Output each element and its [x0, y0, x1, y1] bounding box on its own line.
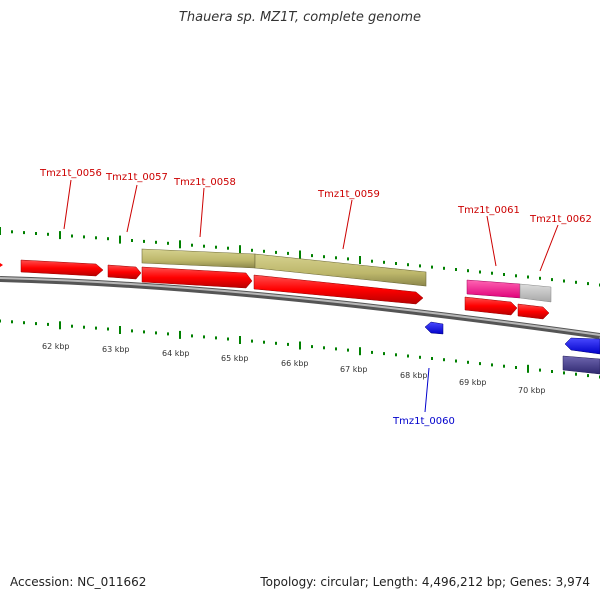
cds-arrow-tmz1t-0057[interactable] — [107, 264, 142, 280]
gene-bar-edge-navy[interactable] — [562, 355, 600, 375]
gene-label-tmz1t-0061[interactable]: Tmz1t_0061 — [457, 205, 520, 216]
cds-arrow-tmz1t-0062[interactable] — [517, 303, 550, 320]
outer-tick-ring — [0, 227, 600, 287]
gene-bar-tmz1t-0062[interactable] — [519, 283, 552, 303]
inner-tick-ring — [0, 319, 600, 379]
accession-text: Accession: NC_011662 — [10, 575, 147, 589]
gene-label-tmz1t-0057[interactable]: Tmz1t_0057 — [105, 172, 168, 183]
map-title: Thauera sp. MZ1T, complete genome — [178, 10, 422, 25]
genome-backbone-highlight — [0, 277, 600, 336]
kbp-label: 66 kbp — [281, 359, 309, 368]
kbp-label: 68 kbp — [400, 371, 428, 380]
gene-leader-lines — [63, 179, 559, 272]
cds-arrow-tmz1t-0060[interactable] — [424, 321, 444, 335]
gene-bar-tmz1t-0058[interactable] — [141, 248, 256, 269]
gene-bar-tmz1t-0061[interactable] — [466, 279, 521, 299]
kbp-label: 63 kbp — [102, 345, 130, 354]
cds-arrow-tmz1t-0061[interactable] — [464, 296, 518, 316]
kbp-label: 70 kbp — [518, 386, 546, 395]
cds-arrow-edge-blue[interactable] — [564, 337, 600, 355]
cds-fragment-left — [0, 263, 3, 267]
cds-arrow-tmz1t-0059[interactable] — [253, 274, 424, 305]
gene-label-tmz1t-0059[interactable]: Tmz1t_0059 — [317, 189, 380, 200]
gene-label-tmz1t-0056[interactable]: Tmz1t_0056 — [39, 168, 102, 179]
kbp-label: 62 kbp — [42, 342, 70, 351]
gene-leader-line-bottom — [424, 367, 430, 413]
kbp-labels: 62 kbp 63 kbp 64 kbp 65 kbp 66 kbp 67 kb… — [42, 342, 546, 395]
gene-labels: Tmz1t_0056 Tmz1t_0057 Tmz1t_0058 Tmz1t_0… — [39, 168, 592, 427]
cds-arrow-tmz1t-0056[interactable] — [20, 259, 104, 277]
gene-label-tmz1t-0060[interactable]: Tmz1t_0060 — [392, 416, 455, 427]
genome-summary-text: Topology: circular; Length: 4,496,212 bp… — [260, 575, 590, 589]
cds-arrow-tmz1t-0058[interactable] — [141, 266, 253, 289]
gene-label-tmz1t-0062[interactable]: Tmz1t_0062 — [529, 214, 592, 225]
kbp-label: 67 kbp — [340, 365, 368, 374]
kbp-label: 69 kbp — [459, 378, 487, 387]
kbp-label: 64 kbp — [162, 349, 190, 358]
gene-label-tmz1t-0058[interactable]: Tmz1t_0058 — [173, 177, 236, 188]
gene-bar-tmz1t-0059[interactable] — [254, 253, 427, 287]
kbp-label: 65 kbp — [221, 354, 249, 363]
